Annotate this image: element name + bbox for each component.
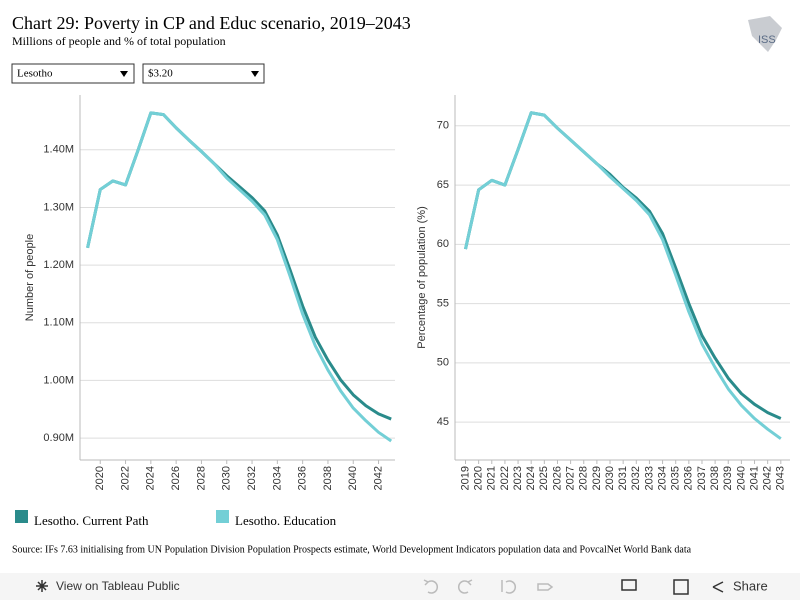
dropdown-value: Lesotho [17, 68, 53, 80]
y-tick-label: 50 [437, 357, 449, 369]
x-tick-label: 2043 [775, 466, 787, 490]
line-series [86, 111, 393, 443]
filter[interactable]: $3.20 [142, 63, 265, 84]
y-axis-label: Number of people [24, 234, 36, 321]
x-tick-label: 2040 [735, 466, 747, 490]
x-tick-label: 2032 [630, 466, 642, 490]
x-tick-label: 2023 [512, 466, 524, 490]
toolbar-icons [423, 579, 554, 594]
undo-icon [423, 579, 438, 594]
view-link: View on Tableau Public [56, 579, 180, 593]
y-tick-label: 55 [437, 297, 449, 309]
line-series [464, 111, 782, 420]
share-label[interactable]: Share [733, 578, 768, 593]
dropdown-arrow [120, 71, 128, 77]
x-tick-label: 2035 [670, 466, 682, 490]
y-tick-label: 70 [437, 120, 449, 132]
x-tick-label: 2024 [145, 466, 157, 490]
x-tick-label: 2034 [271, 466, 283, 490]
y-tick-label: 45 [437, 416, 449, 428]
dropdown[interactable] [11, 63, 135, 84]
x-tick-label: 2040 [347, 466, 359, 490]
revert-icon [501, 580, 516, 594]
x-tick-label: 2026 [551, 466, 563, 490]
dropdown[interactable] [142, 63, 265, 84]
y-tick-label: 0.90M [43, 432, 74, 444]
y-tick-label: 1.10M [43, 317, 74, 329]
x-tick-label: 2036 [297, 466, 309, 490]
logo-text: ISS [758, 34, 776, 46]
x-tick-label: 2020 [94, 466, 106, 490]
fullscreen-icon[interactable] [673, 579, 689, 595]
legend-label: Lesotho. Current Path [34, 513, 149, 528]
x-tick-label: 2033 [643, 466, 655, 490]
y-tick-label: 65 [437, 179, 449, 191]
x-tick-label: 2038 [709, 466, 721, 490]
y-tick-label: 1.20M [43, 259, 74, 271]
line-series [86, 111, 392, 421]
y-tick-label: 60 [437, 238, 449, 250]
view-on-tableau[interactable]: View on Tableau Public [36, 579, 180, 593]
x-tick-label: 2020 [473, 466, 485, 490]
x-tick-label: 2025 [538, 466, 550, 490]
y-tick-label: 1.30M [43, 201, 74, 213]
x-tick-label: 2032 [246, 466, 258, 490]
redo-icon [458, 579, 473, 594]
toolbar [0, 573, 800, 600]
dropdown-value: $3.20 [148, 68, 173, 80]
x-tick-label: 2037 [696, 466, 708, 490]
x-tick-label: 2021 [486, 466, 498, 490]
x-tick-label: 2041 [748, 466, 760, 490]
x-tick-label: 2042 [762, 466, 774, 490]
x-tick-label: 2031 [617, 466, 629, 490]
tableau-icon [36, 580, 48, 592]
x-tick-label: 2034 [656, 466, 668, 490]
subtitle: Millions of people and % of total popula… [12, 34, 226, 48]
y-axis-label: Percentage of population (%) [416, 206, 428, 348]
x-tick-label: 2030 [604, 466, 616, 490]
dropdown-arrow [251, 71, 259, 77]
x-tick-label: 2028 [578, 466, 590, 490]
x-tick-label: 2036 [683, 466, 695, 490]
x-tick-label: 2024 [525, 466, 537, 490]
y-tick-label: 1.00M [43, 374, 74, 386]
x-tick-label: 2027 [565, 466, 577, 490]
x-tick-label: 2042 [372, 466, 384, 490]
source: Source: IFs 7.63 initialising from UN Po… [12, 544, 692, 555]
line-series [464, 111, 782, 440]
y-tick-label: 1.40M [43, 144, 74, 156]
share-icon[interactable] [712, 581, 724, 593]
legend-swatch [15, 510, 28, 523]
download-icon[interactable] [621, 579, 637, 591]
logo-shape [748, 16, 782, 52]
x-tick-label: 2022 [499, 466, 511, 490]
x-tick-label: 2039 [722, 466, 734, 490]
title: Chart 29: Poverty in CP and Educ scenari… [12, 13, 411, 33]
x-tick-label: 2026 [170, 466, 182, 490]
x-tick-label: 2029 [591, 466, 603, 490]
x-tick-label: 2022 [119, 466, 131, 490]
pause-icon [537, 583, 554, 591]
x-tick-label: 2028 [195, 466, 207, 490]
x-tick-label: 2019 [459, 466, 471, 490]
x-tick-label: 2038 [322, 466, 334, 490]
toolbar-actions[interactable] [621, 579, 724, 595]
x-tick-label: 2030 [221, 466, 233, 490]
filter[interactable]: Lesotho [11, 63, 135, 84]
legend-label: Lesotho. Education [235, 513, 337, 528]
legend-swatch [216, 510, 229, 523]
